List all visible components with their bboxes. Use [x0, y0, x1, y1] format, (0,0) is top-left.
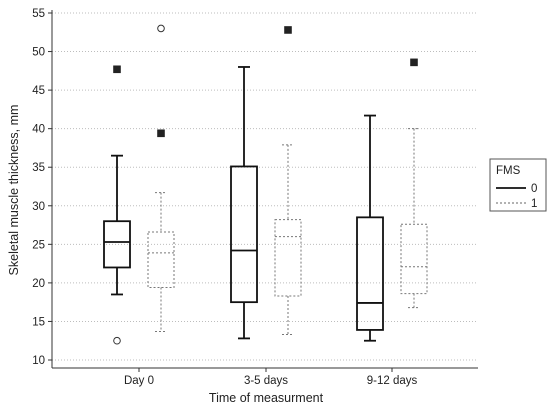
y-tick-label: 30	[32, 201, 45, 213]
outlier-point	[113, 336, 121, 345]
y-tick-label: 40	[32, 124, 45, 136]
x-tick-label: Day 0	[124, 375, 154, 387]
legend-label-series-0: 0	[531, 183, 537, 195]
box-series-0-cat-0	[103, 154, 131, 296]
legend: FMS 0 1	[489, 158, 547, 212]
outlier-point	[113, 65, 121, 74]
outlier-point	[157, 24, 165, 33]
outlier-point	[157, 129, 165, 138]
y-tick-label: 15	[32, 316, 45, 328]
legend-label-series-1: 1	[531, 198, 537, 210]
axes	[51, 10, 478, 369]
y-tick-label: 25	[32, 239, 45, 251]
grid-lines	[52, 12, 478, 361]
x-tick-label: 9-12 days	[367, 375, 418, 387]
y-tick-label: 55	[32, 8, 45, 20]
legend-title: FMS	[496, 165, 521, 177]
iqr-box	[356, 216, 384, 331]
box-series-1-cat-0	[147, 192, 175, 332]
iqr-box	[103, 220, 131, 269]
legend-box	[489, 158, 547, 212]
y-tick-label: 35	[32, 162, 45, 174]
x-tick-label: 3-5 days	[244, 375, 288, 387]
iqr-box	[230, 165, 258, 304]
box-series-0-cat-2	[356, 114, 384, 342]
boxes	[103, 24, 428, 345]
outlier-point	[410, 58, 418, 67]
x-tick-labels: Day 0 3-5 days 9-12 days	[124, 368, 418, 387]
iqr-box	[147, 231, 175, 289]
y-tick-label: 45	[32, 85, 45, 97]
box-series-0-cat-1	[230, 66, 258, 340]
iqr-box	[274, 219, 302, 297]
y-tick-label: 10	[32, 355, 45, 367]
y-tick-label: 20	[32, 278, 45, 290]
y-tick-label: 50	[32, 47, 45, 59]
outlier-point	[284, 26, 292, 34]
y-axis-title: Skeletal muscle thickness, mm	[7, 105, 21, 276]
box-series-1-cat-1	[274, 144, 302, 336]
box-series-1-cat-2	[400, 128, 428, 309]
y-tick-labels: 10 15 20 25 30 35 40 45 50 55	[32, 8, 52, 367]
iqr-box	[400, 223, 428, 295]
x-axis-title: Time of measurment	[209, 391, 324, 405]
